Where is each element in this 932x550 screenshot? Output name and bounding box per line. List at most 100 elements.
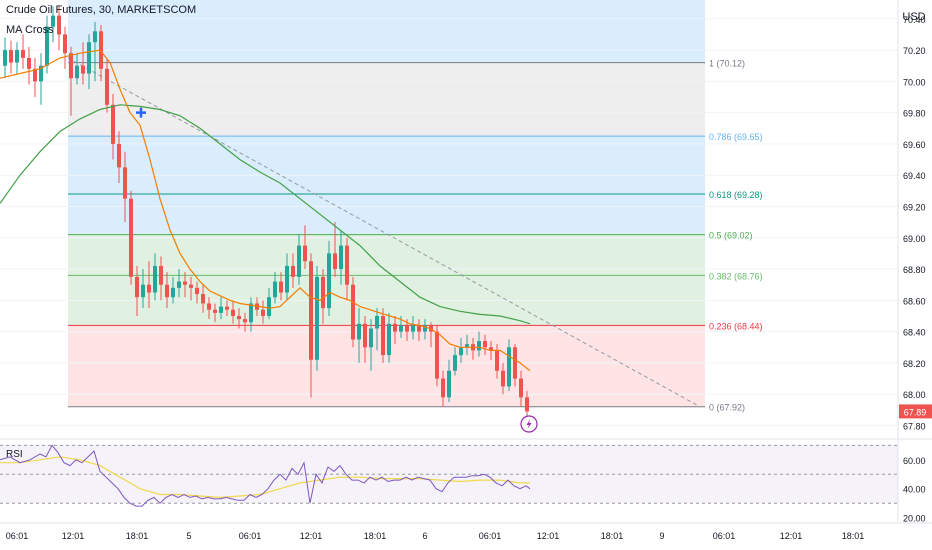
time-tick-11: 9 <box>659 531 664 541</box>
candle-body <box>177 281 181 288</box>
price-axis[interactable]: 70.40 70.20 70.00 69.80 69.60 69.40 69.20 69.00… <box>897 0 932 522</box>
candle-body <box>9 50 13 63</box>
price-tick-4: 69.60 <box>903 140 926 150</box>
candle-body <box>315 276 319 360</box>
candle-body <box>213 309 217 313</box>
candle-body <box>327 253 331 309</box>
indicator-label[interactable]: MA Cross <box>6 24 54 36</box>
rsi-tick-1: 40.00 <box>903 485 926 495</box>
candle-body <box>519 378 523 398</box>
time-tick-9: 12:01 <box>537 531 560 541</box>
candle-body <box>153 265 157 293</box>
dashed-trend-line <box>67 57 701 408</box>
zone-0618-05 <box>68 193 705 235</box>
fib-retracement[interactable]: 1 (70.12) 0.786 (69.65) 0.618 (69.28) 0.5 (… <box>68 59 763 413</box>
price-tick-0: 70.40 <box>903 15 926 25</box>
candle-body <box>333 253 337 270</box>
time-tick-13: 12:01 <box>780 531 803 541</box>
candle-body <box>45 26 49 66</box>
price-tick-10: 68.40 <box>903 328 926 338</box>
zone-1-0786 <box>68 62 705 137</box>
time-tick-6: 18:01 <box>364 531 387 541</box>
price-tick-6: 69.20 <box>903 202 926 212</box>
fib-label-3: 0.5 (69.02) <box>709 231 753 241</box>
candle-body <box>513 347 517 379</box>
candle-body <box>357 323 361 340</box>
candle-body <box>435 331 439 379</box>
candle-body <box>297 245 301 277</box>
ma-slow-line <box>0 104 531 325</box>
currency-label[interactable]: USD <box>902 11 925 23</box>
zone-top <box>68 0 705 63</box>
candle-body <box>243 319 247 323</box>
candle-body <box>459 347 463 356</box>
candle-body <box>399 325 403 332</box>
candle-body <box>465 344 469 348</box>
candle-body <box>501 370 505 387</box>
candle-body <box>93 31 97 43</box>
time-tick-5: 12:01 <box>300 531 323 541</box>
candle-body <box>159 265 163 285</box>
candle-body <box>189 284 193 288</box>
rsi-band <box>0 445 898 504</box>
rsi-line <box>0 444 531 507</box>
candle-body <box>369 328 373 348</box>
candle-body <box>483 341 487 348</box>
candle-body <box>165 284 169 298</box>
candle-body <box>339 245 343 270</box>
candle-body <box>477 341 481 351</box>
candle-body <box>393 323 397 332</box>
lightning-icon <box>526 419 532 429</box>
fib-label-5: 0.236 (68.44) <box>709 321 763 331</box>
candle-body <box>507 347 511 387</box>
candle-body <box>201 294 205 304</box>
price-tick-9: 68.60 <box>903 296 926 306</box>
time-axis[interactable]: 06:01 12:01 18:01 5 06:01 12:01 18:01 6 06:01 12:… <box>0 522 932 541</box>
trend-line[interactable] <box>67 57 701 408</box>
candle-body <box>33 68 37 82</box>
candle-body <box>171 287 175 298</box>
time-tick-8: 06:01 <box>479 531 502 541</box>
candle-body <box>15 50 19 63</box>
markers <box>136 107 538 433</box>
zone-0786-0618 <box>68 136 705 194</box>
candle-body <box>309 261 313 360</box>
candle-body <box>111 104 115 144</box>
price-tick-8: 68.80 <box>903 265 926 275</box>
candle-body <box>231 309 235 316</box>
candle-body <box>219 306 223 313</box>
time-tick-0: 06:01 <box>6 531 29 541</box>
time-tick-10: 18:01 <box>601 531 624 541</box>
last-price-badge <box>899 404 932 419</box>
price-tick-11: 68.20 <box>903 359 926 369</box>
zone-05-0382 <box>68 234 705 276</box>
fib-zones <box>68 0 705 407</box>
candle-body <box>39 65 43 82</box>
candle-body <box>87 42 91 74</box>
ma-fast-line <box>0 49 531 372</box>
candle-body <box>117 143 121 168</box>
candle-body <box>51 15 55 27</box>
candle-body <box>525 397 529 412</box>
candle-body <box>99 31 103 69</box>
price-tick-7: 69.00 <box>903 234 926 244</box>
fib-label-2: 0.618 (69.28) <box>709 190 763 200</box>
candle-body <box>75 65 79 79</box>
candle-body <box>207 303 211 310</box>
candle-body <box>345 245 349 285</box>
candle-body <box>441 378 445 398</box>
candle-body <box>261 309 265 316</box>
rsi-pane[interactable]: 60.00 40.00 20.00 <box>0 438 932 524</box>
candle-body <box>411 325 415 332</box>
candle-body <box>267 297 271 316</box>
candle-body <box>225 306 229 310</box>
price-tick-12: 68.00 <box>903 390 926 400</box>
price-tick-13: 67.80 <box>903 421 926 431</box>
candle-body <box>195 287 199 295</box>
time-tick-7: 6 <box>422 531 427 541</box>
candle-body <box>135 276 139 298</box>
grid <box>0 18 898 426</box>
candle-body <box>69 53 73 79</box>
